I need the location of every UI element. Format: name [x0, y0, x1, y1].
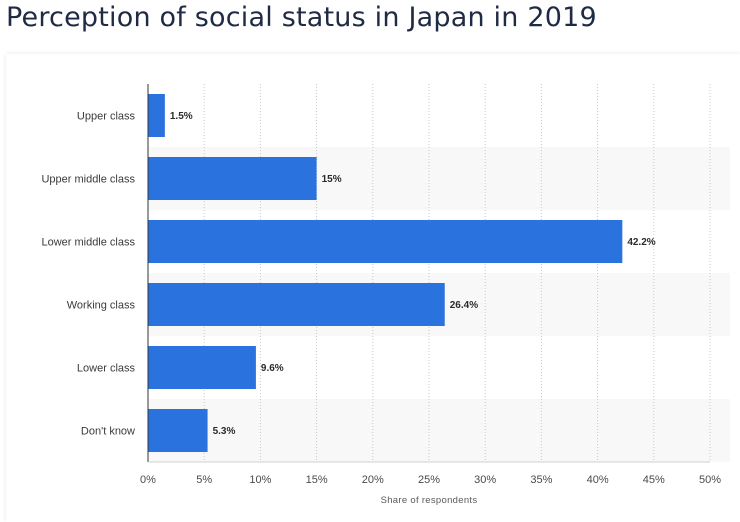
x-tick-label: 25% — [418, 474, 440, 486]
bar — [148, 220, 623, 263]
value-label: 15% — [322, 174, 342, 185]
bars — [148, 94, 623, 452]
x-axis-title: Share of respondents — [381, 495, 478, 506]
category-label: Upper middle class — [41, 174, 135, 186]
category-label: Don't know — [81, 426, 135, 438]
x-tick-label: 0% — [140, 474, 156, 486]
x-tick-label: 45% — [643, 474, 665, 486]
category-label: Working class — [67, 300, 136, 312]
value-label: 9.6% — [261, 363, 284, 374]
value-label: 1.5% — [170, 111, 193, 122]
bar — [148, 157, 317, 200]
x-tick-label: 20% — [362, 474, 384, 486]
category-label: Lower class — [77, 363, 136, 375]
x-tick-label: 10% — [249, 474, 271, 486]
category-label: Upper class — [77, 111, 136, 123]
value-label: 5.3% — [213, 426, 236, 437]
bar — [148, 409, 208, 452]
x-tick-label: 30% — [474, 474, 496, 486]
chart-title: Perception of social status in Japan in … — [6, 2, 597, 33]
x-tick-label: 15% — [306, 474, 328, 486]
row-band — [148, 399, 730, 462]
x-tick-label: 5% — [196, 474, 212, 486]
bar — [148, 283, 445, 326]
x-tick-label: 35% — [530, 474, 552, 486]
chart-labels: 0% 5% 10% 15% 20% 25% 30% 35% 40% 45% 50% Upper cla… — [41, 111, 721, 507]
value-label: 26.4% — [450, 300, 478, 311]
bar — [148, 94, 165, 137]
x-tick-label: 40% — [587, 474, 609, 486]
axes — [147, 84, 710, 463]
x-tick-label: 50% — [699, 474, 721, 486]
bar — [148, 346, 256, 389]
category-label: Lower middle class — [41, 237, 135, 249]
grid-lines — [203, 84, 711, 462]
value-label: 42.2% — [627, 237, 655, 248]
